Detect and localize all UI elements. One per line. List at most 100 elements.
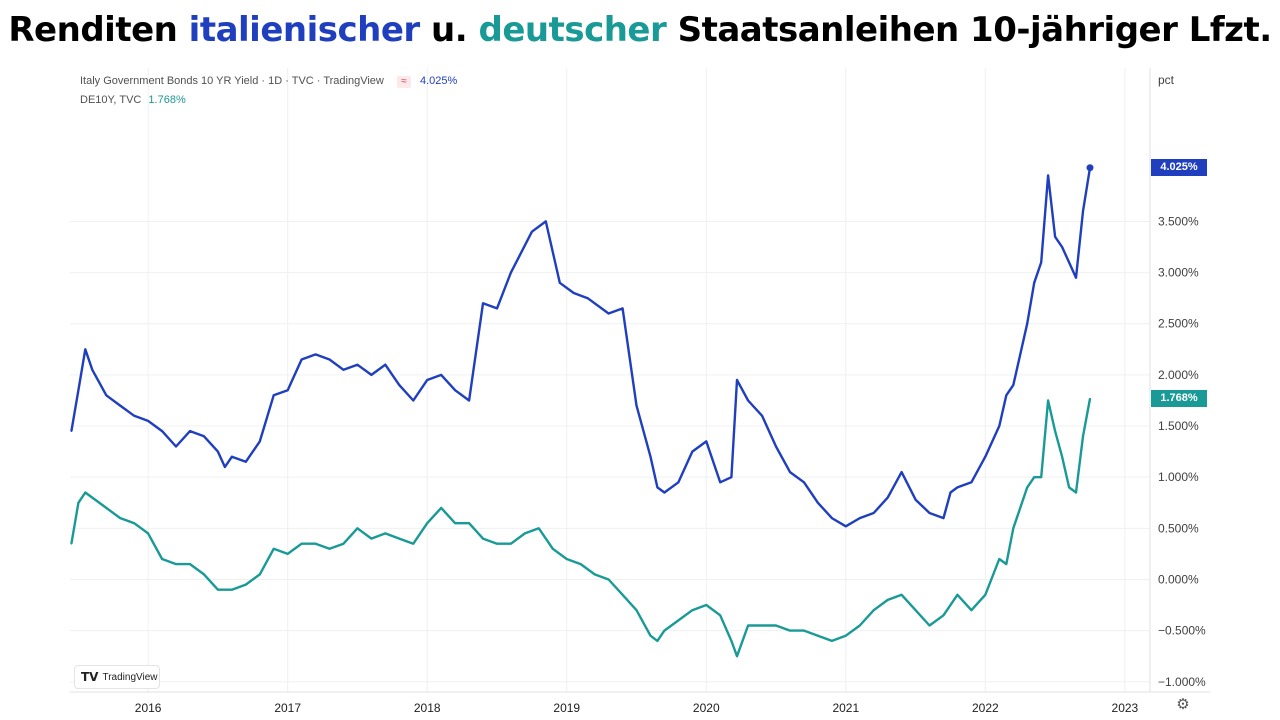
germany-yield-point <box>858 624 861 627</box>
italy-yield-point <box>1005 394 1008 397</box>
italy-yield-point <box>175 445 177 448</box>
italy-yield-point <box>1026 322 1029 325</box>
germany-yield-point <box>1068 486 1070 489</box>
germany-yield-point <box>133 522 136 525</box>
italy-yield-point <box>649 455 652 458</box>
x-tick-label: 2020 <box>693 701 720 715</box>
germany-yield-point <box>565 558 568 560</box>
germany-yield-point <box>1082 435 1084 438</box>
germany-yield-point <box>510 542 512 545</box>
chart-area <box>70 68 1150 692</box>
x-tick-label: 2023 <box>1112 701 1139 715</box>
axes <box>70 68 1210 693</box>
tradingview-logo[interactable]: TV TradingView <box>74 665 160 689</box>
italy-yield-point <box>621 307 624 310</box>
title-german: deutscher <box>478 10 667 50</box>
italy-yield-point <box>224 466 226 468</box>
germany-yield-point <box>691 609 694 612</box>
title-italian: italienischer <box>188 10 421 50</box>
italy-yield-point <box>789 471 791 473</box>
germany-yield-point <box>231 588 233 591</box>
germany-yield-point <box>300 542 303 545</box>
italy-yield-point <box>970 481 973 484</box>
italy-yield-point <box>217 450 219 453</box>
italy-yield-point <box>831 517 833 519</box>
italy-yield-point <box>342 368 345 371</box>
germany-yield-point <box>1012 527 1015 530</box>
germany-yield-point <box>217 588 219 591</box>
italy-yield-point <box>328 358 331 361</box>
germany-yield-point <box>1054 430 1056 432</box>
italy-yield-point <box>412 399 415 402</box>
germany-yield-point <box>656 640 659 642</box>
x-tick-label: 2021 <box>832 701 859 715</box>
germany-yield-point <box>84 491 87 494</box>
germany-yield-point <box>258 573 261 576</box>
italy-yield-point <box>586 297 589 300</box>
legend-germany[interactable]: DE10Y, TVC 1.768% <box>80 93 457 112</box>
germany-yield-point <box>1061 455 1063 458</box>
legend-italy[interactable]: Italy Government Bonds 10 YR Yield · 1D … <box>80 74 457 93</box>
italy-yield-point <box>1068 261 1070 264</box>
y-tick-label: 1.500% <box>1158 419 1199 433</box>
italy-yield-point <box>370 374 373 376</box>
germany-yield-point <box>272 547 275 550</box>
gear-icon[interactable]: ⚙ <box>1176 696 1190 713</box>
legend: Italy Government Bonds 10 YR Yield · 1D … <box>80 74 457 112</box>
italy-yield-point <box>91 368 94 371</box>
germany-yield-point <box>314 542 317 545</box>
italy-yield-point <box>942 517 945 519</box>
x-tick-label: 2017 <box>274 701 301 715</box>
x-tick-label: 2016 <box>135 701 162 715</box>
germany-yield-point <box>175 563 177 565</box>
italy-yield-point <box>70 430 73 432</box>
germany-yield-point <box>440 507 443 509</box>
italy-yield-point <box>84 348 87 351</box>
italy-yield-point <box>544 220 547 223</box>
germany-last-value-badge: 1.768% <box>1151 390 1207 408</box>
italy-yield-point <box>119 404 122 407</box>
germany-yield-point <box>1033 476 1036 479</box>
germany-yield-point <box>468 522 470 525</box>
italy-yield-point <box>1047 174 1049 177</box>
italy-yield-point <box>1061 246 1063 248</box>
italy-yield-point <box>817 501 819 504</box>
germany-yield-point <box>719 614 722 617</box>
italy-yield-point <box>900 471 903 473</box>
italy-yield-point <box>482 302 484 305</box>
italy-yield-point <box>286 389 289 392</box>
germany-yield-point <box>412 542 415 545</box>
italy-yield-point <box>775 445 777 448</box>
germany-yield-point <box>189 563 191 565</box>
italy-yield-point <box>440 374 443 376</box>
germany-yield-point <box>537 527 540 530</box>
germany-yield-point <box>914 609 917 612</box>
germany-yield-point <box>775 624 777 627</box>
germany-yield-point <box>524 532 526 535</box>
germany-yield-point <box>91 496 94 499</box>
italy-yield-point <box>984 455 987 458</box>
y-tick-label: 3.500% <box>1158 214 1199 228</box>
italy-yield-point <box>736 379 738 381</box>
italy-yield-point <box>858 517 861 519</box>
italy-yield-point <box>691 450 694 453</box>
approx-icon[interactable]: ≈ <box>396 76 411 88</box>
germany-yield-point <box>551 547 554 550</box>
germany-yield-point <box>984 593 987 596</box>
germany-yield-point <box>244 583 247 586</box>
unit-label: pct <box>1158 73 1175 87</box>
italy-yield-point <box>730 476 733 479</box>
italy-yield-point <box>1075 276 1077 279</box>
germany-yield-point <box>635 609 638 612</box>
germany-yield-point <box>1026 486 1029 489</box>
germany-yield-point <box>105 507 108 509</box>
germany-yield-point <box>203 573 205 576</box>
germany-yield-point <box>844 634 847 637</box>
legend-germany-value: 1.768% <box>148 94 186 106</box>
italy-yield-point <box>203 435 205 438</box>
germany-yield-point <box>747 624 749 627</box>
italy-yield-point <box>872 512 875 514</box>
x-tick-label: 2019 <box>553 701 580 715</box>
italy-yield-point <box>956 486 959 489</box>
germany-yield-point <box>730 640 733 642</box>
